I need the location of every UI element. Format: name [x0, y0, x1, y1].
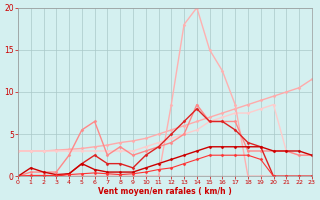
X-axis label: Vent moyen/en rafales ( km/h ): Vent moyen/en rafales ( km/h )	[98, 187, 232, 196]
